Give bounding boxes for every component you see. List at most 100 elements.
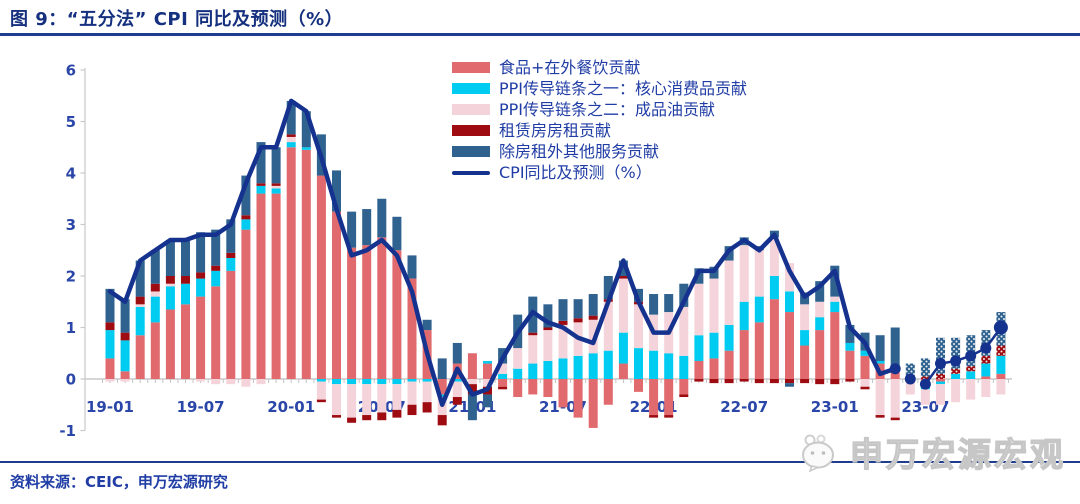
legend-item: 租赁房房租贡献 [452,120,747,141]
bar-segment-food [498,379,508,387]
bar-segment-core_goods [150,296,160,323]
y-tick-label: 6 [66,62,76,80]
bar-segment-services [649,294,659,315]
bar-segment-oil [332,384,341,416]
bar-segment-core_goods [437,394,447,398]
bar-segment-food [437,379,447,395]
bar-segment-core_goods [377,379,387,385]
bar-segment-services [422,319,432,331]
bar-segment-food [407,278,417,379]
bar-segment-core_goods [543,360,553,379]
bar-segment-services [936,337,945,374]
bar-segment-food [528,379,538,395]
bar-segment-oil [679,306,689,356]
bar-segment-rent [422,402,432,413]
bar-segment-core_goods [271,188,281,194]
bar-segment-services [150,250,160,284]
bar-segment-rent [830,379,840,385]
bar-segment-core_goods [845,342,855,351]
bar-segment-services [875,335,885,361]
bar-segment-food [588,379,598,428]
bar-segment-oil [377,384,387,413]
bar-segment-food [618,363,628,379]
bar-segment-services [301,111,311,148]
bar-segment-food [392,250,402,379]
bar-segment-core_goods [754,296,764,323]
bar-segment-services [618,260,628,276]
bar-segment-rent [241,215,251,220]
bar-segment-core_goods [558,358,568,379]
legend-label: 食品+在外餐饮贡献 [499,57,641,77]
bar-segment-oil [754,250,764,297]
bar-segment-rent [679,394,689,398]
bar-segment-oil [951,379,961,403]
bar-segment-core_goods [316,379,326,382]
bar-segment-food [226,270,236,379]
bar-segment-core_goods [286,142,296,148]
bar-segment-services [226,219,236,253]
cpi-forecast-dot [935,358,946,370]
bar-segment-oil [286,136,296,143]
bar-segment-core_goods [347,379,357,385]
bar-segment-oil [362,384,372,416]
bar-segment-rent [362,415,372,421]
bar-segment-core_goods [452,379,462,382]
legend-label: 除房租外其他服务贡献 [499,141,660,161]
bar-segment-core_goods [498,373,508,379]
bar-segment-services [271,147,281,184]
bar-segment-food [634,379,643,392]
y-tick-label: 4 [66,165,76,183]
bar-segment-oil [513,348,523,369]
bar-segment-rent [286,134,296,137]
bar-segment-core_goods [105,330,115,359]
bar-segment-oil [724,260,734,325]
bar-segment-core_goods [407,379,417,382]
bar-segment-services [347,211,357,248]
bar-segment-rent [649,415,659,418]
bar-segment-services [694,268,704,284]
cpi-forecast-dot [919,378,931,390]
bar-segment-oil [467,379,477,385]
bar-segment-services [679,283,689,307]
bar-segment-food [845,350,855,379]
bar-segment-oil [769,237,779,276]
bar-segment-food [347,247,357,379]
bar-segment-oil [316,381,326,400]
bar-segment-core_goods [830,301,840,313]
bar-segment-services [815,281,825,302]
bar-segment-food [120,371,130,379]
bar-segment-oil [558,324,568,359]
y-tick-label: 3 [66,216,76,234]
bar-segment-food [739,330,749,379]
bar-segment-core_goods [785,291,794,313]
bar-segment-rent [966,366,976,372]
y-tick-label: 0 [66,371,76,389]
bar-segment-oil [634,304,643,349]
footer-rule [0,461,1080,463]
bar-segment-core_goods [196,278,206,297]
bar-segment-services [241,175,251,216]
bar-segment-rent [135,296,145,305]
bar-segment-oil [603,301,613,351]
bar-segment-food [679,379,689,395]
bar-segment-rent [528,332,538,336]
bar-segment-rent [769,379,779,384]
bar-segment-services [543,304,553,328]
bar-segment-oil [709,278,719,333]
legend-swatch [452,170,490,175]
bar-segment-services [785,383,794,387]
y-tick-label: 5 [66,113,76,131]
bar-segment-food [573,379,583,418]
bar-segment-rent [573,318,583,323]
bar-segment-oil [150,291,160,297]
bar-segment-rent [316,399,326,403]
bar-segment-services [845,324,855,343]
bar-segment-rent [800,379,810,384]
bar-segment-core_goods [679,355,689,379]
bar-segment-oil [815,301,825,318]
bar-segment-oil [830,296,840,302]
bar-segment-core_goods [724,324,734,351]
bar-segment-food [513,379,523,398]
bar-segment-rent [936,373,945,379]
